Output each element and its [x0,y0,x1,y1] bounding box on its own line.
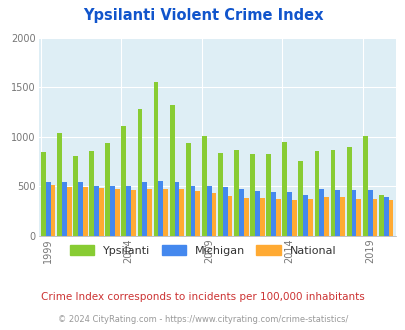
Bar [388,200,392,236]
Bar [303,195,307,236]
Bar [356,199,360,236]
Bar [271,192,275,236]
Bar [234,150,239,236]
Bar [201,136,206,236]
Bar [137,109,142,236]
Bar [383,197,388,236]
Legend: Ypsilanti, Michigan, National: Ypsilanti, Michigan, National [65,241,340,260]
Bar [115,189,119,236]
Bar [319,189,324,236]
Bar [249,154,254,236]
Bar [153,82,158,236]
Bar [282,142,286,236]
Bar [179,189,184,236]
Bar [217,153,222,236]
Text: Ypsilanti Violent Crime Index: Ypsilanti Violent Crime Index [83,8,322,23]
Bar [163,189,168,236]
Bar [105,143,110,236]
Bar [291,200,296,236]
Bar [51,185,55,236]
Bar [195,191,200,236]
Bar [99,188,104,236]
Bar [298,161,303,236]
Bar [243,198,248,236]
Bar [174,182,179,236]
Bar [367,190,372,236]
Bar [73,156,78,236]
Bar [227,196,232,236]
Bar [339,197,344,236]
Bar [259,198,264,236]
Bar [46,182,51,236]
Bar [362,136,367,236]
Bar [351,190,356,236]
Bar [121,126,126,236]
Bar [307,199,312,236]
Text: Crime Index corresponds to incidents per 100,000 inhabitants: Crime Index corresponds to incidents per… [41,292,364,302]
Bar [41,152,46,236]
Bar [222,187,227,236]
Bar [314,151,319,236]
Bar [190,186,195,236]
Bar [78,182,83,236]
Bar [286,192,291,236]
Bar [211,193,216,236]
Bar [378,195,383,236]
Bar [185,143,190,236]
Bar [89,151,94,236]
Bar [169,105,174,236]
Bar [239,189,243,236]
Bar [372,199,376,236]
Bar [346,147,351,236]
Bar [66,187,71,236]
Bar [275,199,280,236]
Text: © 2024 CityRating.com - https://www.cityrating.com/crime-statistics/: © 2024 CityRating.com - https://www.city… [58,315,347,324]
Bar [57,133,62,236]
Bar [131,190,136,236]
Bar [330,150,335,236]
Bar [83,187,87,236]
Bar [254,191,259,236]
Bar [158,181,163,236]
Bar [206,186,211,236]
Bar [335,190,339,236]
Bar [324,197,328,236]
Bar [266,154,271,236]
Bar [110,186,115,236]
Bar [62,182,66,236]
Bar [126,186,131,236]
Bar [94,186,99,236]
Bar [147,189,151,236]
Bar [142,182,147,236]
